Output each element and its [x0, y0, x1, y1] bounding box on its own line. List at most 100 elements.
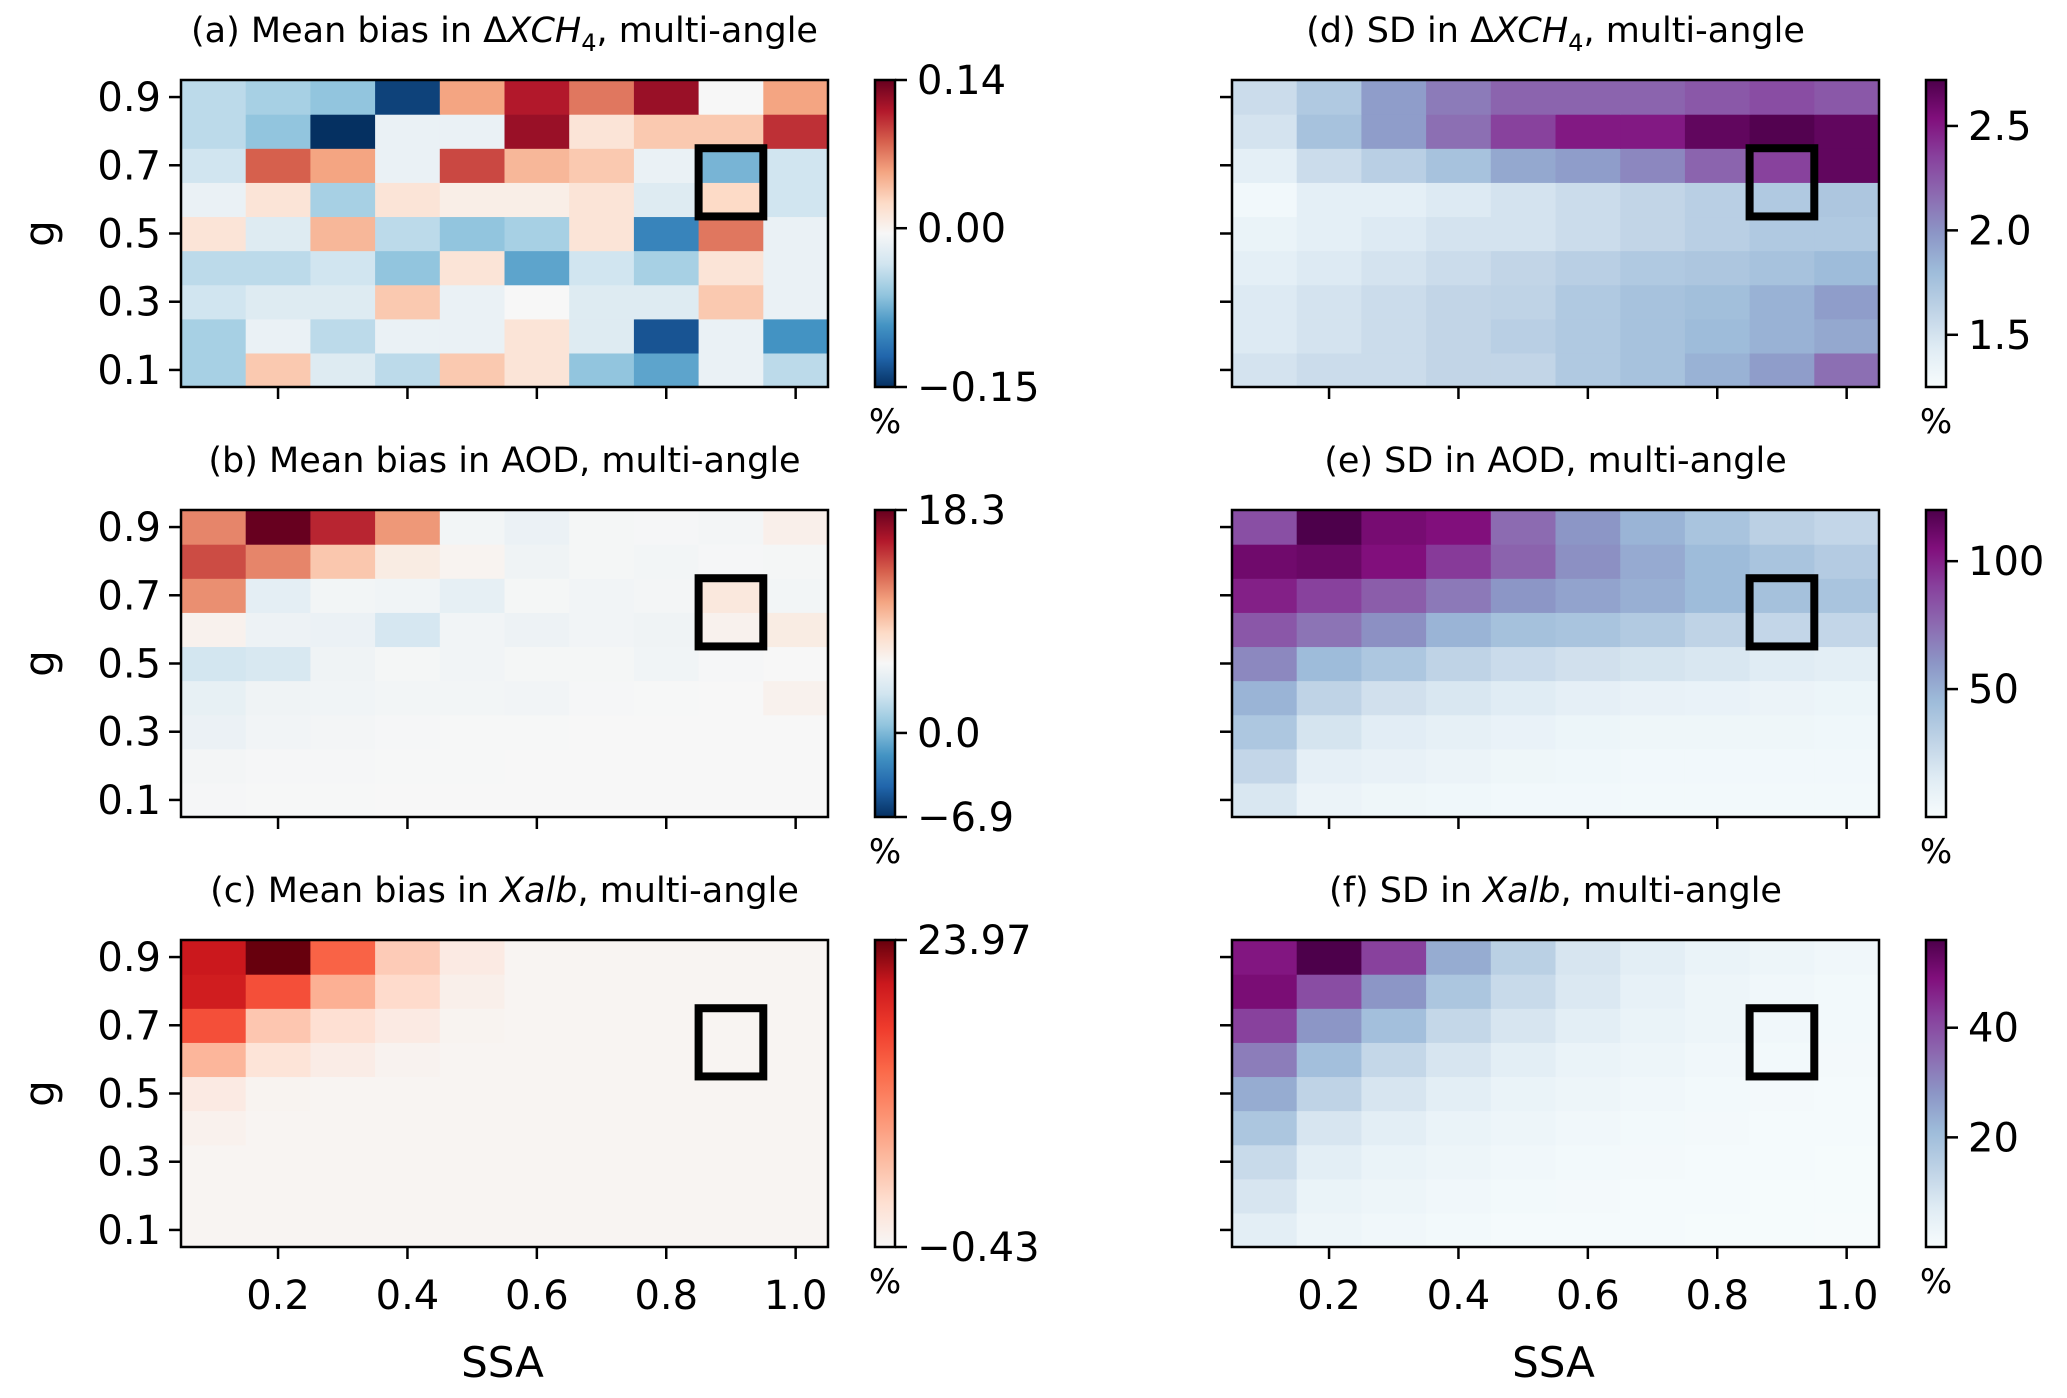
heatmap-cell: [1490, 544, 1557, 579]
panel-title: (e) SD in AOD, multi-angle: [1324, 441, 1787, 481]
heatmap-cell: [1620, 578, 1686, 613]
highlight-box: [1745, 574, 1819, 651]
heatmap-cell: [569, 940, 635, 975]
y-axis-label: g: [15, 650, 64, 677]
colorbar: 23.97 −0.43%: [869, 918, 1040, 1302]
heatmap-cell: [181, 216, 247, 252]
heatmap-cell: [1749, 1076, 1815, 1112]
heatmap-cell: [1555, 182, 1621, 218]
heatmap-cell: [1361, 80, 1427, 115]
heatmap-cell: [1232, 1212, 1298, 1248]
heatmap-cell: [698, 318, 764, 354]
heatmap-cell: [569, 318, 635, 354]
heatmap-cell: [181, 680, 247, 716]
heatmap-cell: [633, 148, 700, 183]
heatmap-cell: [633, 714, 700, 750]
heatmap-cell: [698, 940, 764, 975]
panel-title: (d) SD in ΔXCH4, multi-angle: [1306, 11, 1805, 57]
heatmap-cell: [1490, 1076, 1557, 1112]
heatmap-cell: [245, 748, 311, 784]
heatmap-cell: [310, 216, 376, 252]
heatmap-cell: [245, 510, 311, 545]
heatmap-cell: [1296, 748, 1362, 784]
heatmap-cell: [1620, 1008, 1686, 1043]
heatmap-cell: [1620, 646, 1686, 682]
heatmap-cell: [181, 114, 247, 149]
heatmap-cell: [1361, 182, 1427, 218]
heatmap-cell: [1232, 318, 1298, 354]
heatmap-cell: [1296, 1042, 1362, 1078]
heatmap-cell: [1490, 182, 1557, 218]
heatmap-cell: [181, 250, 247, 286]
heatmap-cell: [1426, 114, 1492, 149]
x-axis-label: SSA: [461, 1338, 544, 1387]
heatmap-cell: [310, 748, 376, 784]
heatmap-cell: [1490, 680, 1557, 716]
colorbar-gradient: [875, 940, 895, 1247]
heatmap-cell: [1361, 1178, 1427, 1214]
heatmap-cell: [245, 318, 311, 354]
heatmap-cell: [504, 940, 570, 975]
heatmap-cell: [1620, 782, 1686, 818]
heatmap-cell: [1296, 148, 1362, 183]
heatmap-cell: [1490, 1212, 1557, 1248]
heatmap-cell: [439, 680, 506, 716]
heatmap-cell: [1814, 80, 1880, 115]
heatmap-cell: [569, 1212, 635, 1248]
heatmap-cell: [504, 1008, 570, 1043]
panel-b: 0.9 0.7 0.5 0.3 0.1 g (b) Mean bias in AOD, mu…: [15, 441, 1014, 872]
heatmap-cell: [310, 148, 376, 183]
heatmap-cell: [698, 216, 764, 252]
panel-c: 0.2 0.4 0.6 0.8 1.0 0.9 0.7 0.5 0.3 0.1 g SSA (c) Me…: [15, 871, 1040, 1387]
colorbar-gradient: [875, 510, 895, 817]
heatmap-cell: [1749, 646, 1815, 682]
y-tick-label: 0.1: [97, 1208, 161, 1254]
heatmap-cell: [1814, 250, 1880, 286]
heatmap-cell: [1296, 182, 1362, 218]
heatmap-cell: [763, 748, 829, 784]
heatmap-cell: [1749, 1144, 1815, 1180]
heatmap-cell: [181, 1110, 247, 1146]
heatmap-cell: [1426, 646, 1492, 682]
panel-a: 0.9 0.7 0.5 0.3 0.1 g (a) Mean bias in ΔXCH4, …: [15, 11, 1040, 442]
heatmap-cell: [375, 510, 441, 545]
heatmap-cell: [245, 940, 311, 975]
colorbar-tick-label: 20: [1968, 1115, 2019, 1161]
heatmap-cell: [245, 612, 311, 648]
heatmap-cell: [1426, 680, 1492, 716]
heatmap-cell: [1620, 612, 1686, 648]
heatmap-cell: [569, 1178, 635, 1214]
heatmap-cell: [181, 1212, 247, 1248]
colorbar-frame: [1924, 938, 1948, 1249]
heatmap-cell: [1232, 578, 1298, 613]
heatmap-cell: [1426, 1042, 1492, 1078]
heatmap-cell: [181, 1008, 247, 1043]
heatmap-cell: [763, 1076, 829, 1112]
heatmap-cell: [763, 318, 829, 354]
heatmap-cell: [1426, 148, 1492, 183]
heatmap-cell: [1555, 352, 1621, 388]
heatmap-cell: [1490, 1178, 1557, 1214]
heatmap-cell: [439, 940, 506, 975]
heatmap-cell: [1555, 748, 1621, 784]
heatmap-cell: [1426, 1212, 1492, 1248]
heatmap-cell: [310, 680, 376, 716]
panel-e: (e) SD in AOD, multi-angle 100 50%: [1220, 441, 2044, 872]
colorbar: 18.3 0.0 −6.9%: [869, 488, 1014, 872]
x-tick-label: 1.0: [1815, 1273, 1879, 1319]
heatmap-cell: [310, 1042, 376, 1078]
heatmap-cell: [698, 1042, 764, 1078]
highlight-box: [1745, 1004, 1819, 1081]
heatmap-cell: [439, 782, 506, 818]
heatmap-cell: [1749, 216, 1815, 252]
heatmap-cell: [1426, 974, 1492, 1009]
colorbar-gradient: [1926, 80, 1946, 387]
heatmap-cell: [1555, 1076, 1621, 1112]
heatmap-cell: [1232, 352, 1298, 388]
heatmap-cell: [245, 1076, 311, 1112]
heatmap-cell: [1426, 748, 1492, 784]
heatmap-cell: [763, 250, 829, 286]
heatmap-cell: [439, 612, 506, 648]
heatmap-cell: [1490, 940, 1557, 975]
y-tick-label: 0.5: [97, 642, 161, 688]
